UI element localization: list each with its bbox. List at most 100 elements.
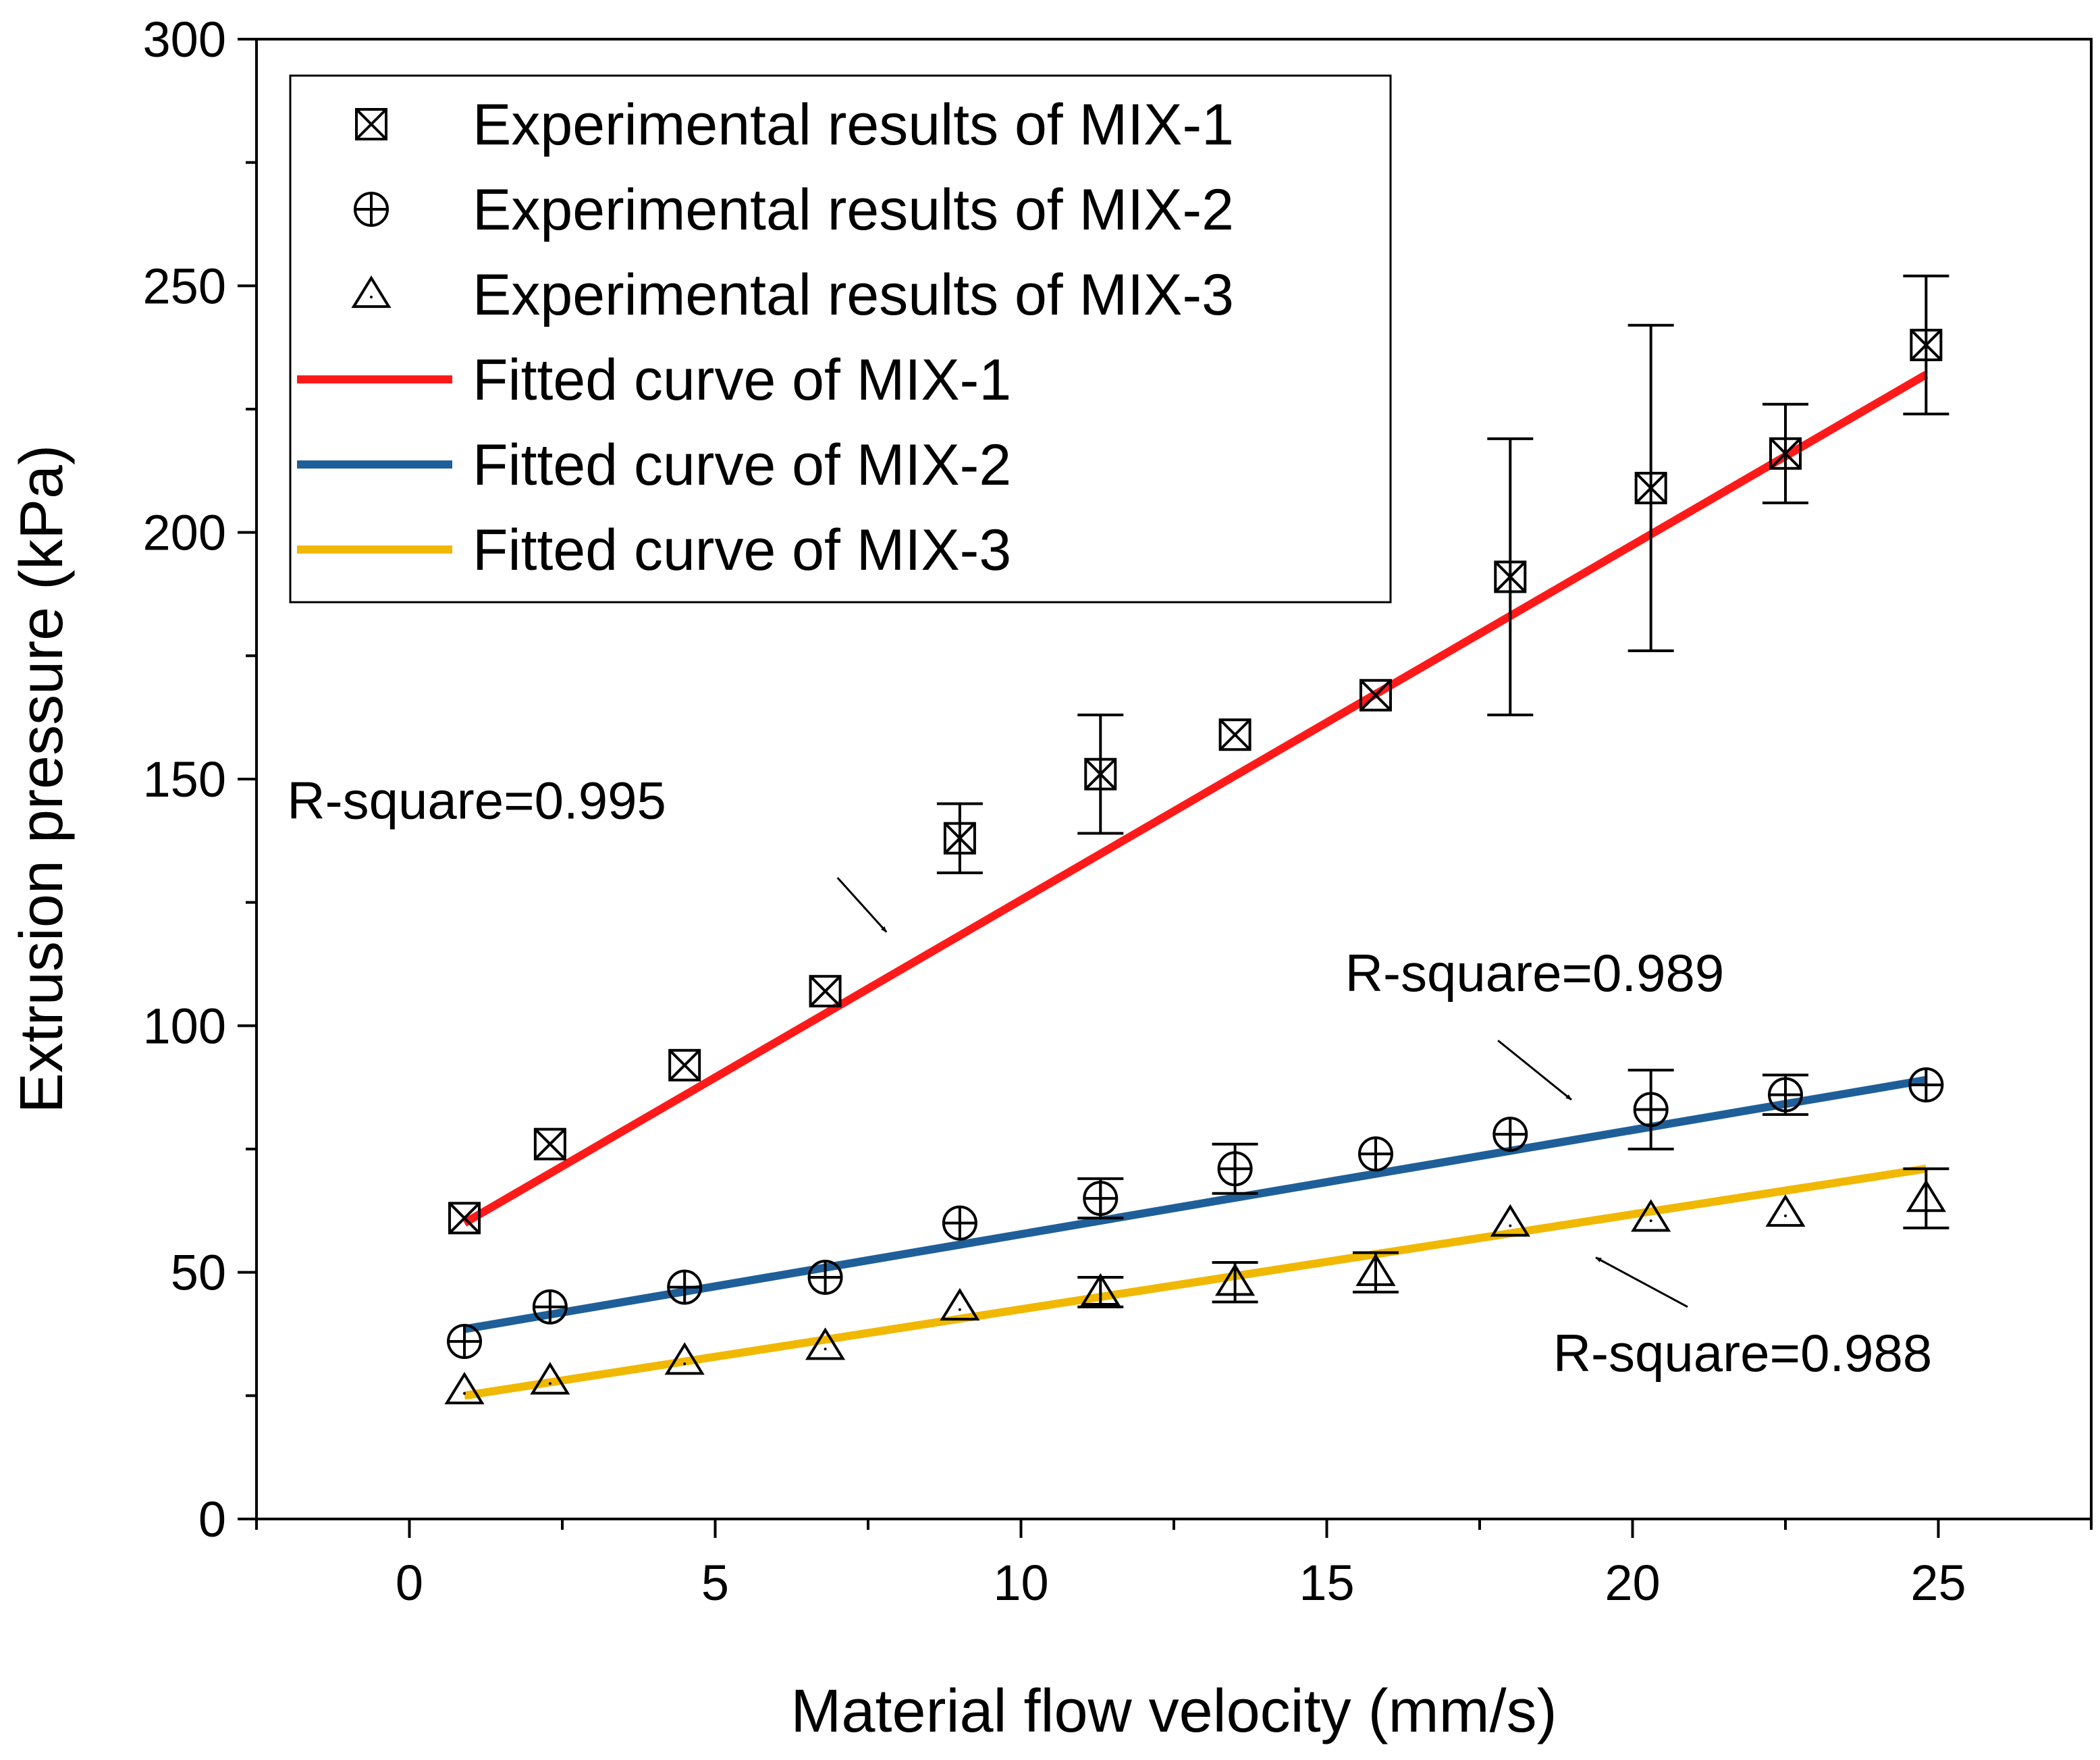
data-point [530,1362,570,1395]
y-tick-label: 200 [143,505,226,561]
annotations: R-square=0.995 R-square=0.989 R-square=0.9… [287,770,1932,1382]
marker-dot [824,1348,827,1351]
marker-box [355,108,387,140]
fitted-line-mix-3 [464,1165,1927,1400]
legend-label: Fitted curve of MIX-1 [473,348,1011,412]
data-point [1359,678,1392,712]
marker-triangle [1355,1253,1396,1286]
marker-box [1084,757,1117,791]
y-tick-label: 150 [143,751,226,807]
x-tick-label: 20 [1605,1555,1660,1611]
marker-cross-b [448,1202,481,1234]
marker-cross-b [355,108,387,140]
marker-box [1359,678,1392,712]
marker-cross-b [1084,758,1116,791]
marker-dot [1509,1224,1512,1227]
series-mix-2 [447,1067,1944,1359]
marker-triangle [664,1342,705,1375]
data-point [943,822,976,855]
data-point [1631,1199,1671,1232]
x-axis-title: Material flow velocity (mm/s) [790,1678,1557,1745]
marker-cross-b [1769,437,1802,470]
data-point [1633,1092,1669,1127]
x-tick-label: 25 [1910,1555,1966,1611]
marker-cross-b [1494,561,1526,593]
marker-dot [1784,1214,1787,1217]
y-tick-label: 50 [171,1245,226,1301]
r-square-label: R-square=0.988 [1553,1323,1933,1383]
data-point [1217,1151,1253,1187]
marker-triangle [1490,1204,1530,1237]
marker-dot [1099,1293,1102,1296]
data-point [664,1342,705,1375]
annotation-arrow [1497,1040,1572,1101]
legend-label: Experimental results of MIX-2 [473,178,1234,242]
data-point [448,1202,481,1235]
marker-box [809,975,842,1008]
legend-item: Fitted curve of MIX-2 [297,433,1011,498]
data-point [1765,1194,1806,1227]
y-tick-label: 300 [143,11,226,68]
data-point [940,1287,980,1321]
x-tick-label: 15 [1299,1555,1354,1611]
data-point [444,1372,485,1405]
marker-dot [1924,1200,1928,1203]
data-point [805,1327,846,1360]
r-square-label: R-square=0.989 [1345,943,1725,1003]
marker-cross-b [668,1049,701,1082]
legend-label: Experimental results of MIX-3 [473,263,1234,327]
series-mix-1 [448,274,1949,1235]
y-tick-label: 250 [143,258,226,314]
marker-dot [1649,1219,1652,1223]
marker-cross-b [534,1128,566,1161]
marker-box [668,1048,701,1082]
marker-triangle [1631,1199,1671,1232]
r-square-label: R-square=0.995 [287,770,666,830]
series-mix-3 [444,1167,1949,1405]
legend-label: Fitted curve of MIX-3 [473,518,1011,583]
marker-box [1494,560,1527,593]
legend: Experimental results of MIX-1 Experimenta… [289,74,1392,604]
marker-triangle [805,1327,846,1360]
data-point [1357,1136,1393,1172]
marker-triangle [530,1362,570,1395]
data-point [1494,560,1527,593]
legend-marker [354,192,389,227]
legend-item: Experimental results of MIX-3 [351,263,1234,327]
legend-item: Fitted curve of MIX-1 [297,348,1011,412]
marker-box [533,1127,566,1161]
marker-cross-b [944,822,976,855]
marker-dot [370,296,373,298]
fitted-line-mix-1 [462,371,1929,1227]
y-tick-label: 100 [143,998,226,1054]
y-axis: 0 50 100 150 200 250 300 [143,11,257,1547]
data-point [1218,718,1251,751]
marker-triangle [1765,1194,1806,1227]
data-point [1906,1179,1946,1212]
legend-marker [351,275,392,309]
marker-cross-b [809,975,841,1007]
data-point [1768,1077,1803,1113]
legend-marker [355,108,387,140]
marker-dot [683,1362,686,1366]
data-point [1080,1273,1121,1306]
y-tick-label: 0 [198,1491,226,1547]
data-point [667,1269,703,1305]
error-bar [1903,1167,1949,1229]
marker-cross-b [1219,718,1251,751]
marker-triangle [1215,1263,1256,1296]
marker-triangle [940,1287,980,1321]
x-tick-label: 5 [701,1555,729,1611]
data-point [1910,329,1943,362]
y-axis-title: Extrusion pressure (kPa) [8,445,76,1113]
marker-dot [1233,1283,1237,1287]
legend-label: Experimental results of MIX-1 [473,92,1234,157]
data-point [1355,1253,1396,1286]
data-point [942,1205,977,1241]
fitted-line-mix-2 [464,1075,1927,1333]
data-point [1490,1204,1530,1237]
data-point [1492,1117,1528,1152]
legend-box [289,74,1392,604]
marker-cross-b [1359,679,1392,712]
data-point [1215,1263,1256,1296]
